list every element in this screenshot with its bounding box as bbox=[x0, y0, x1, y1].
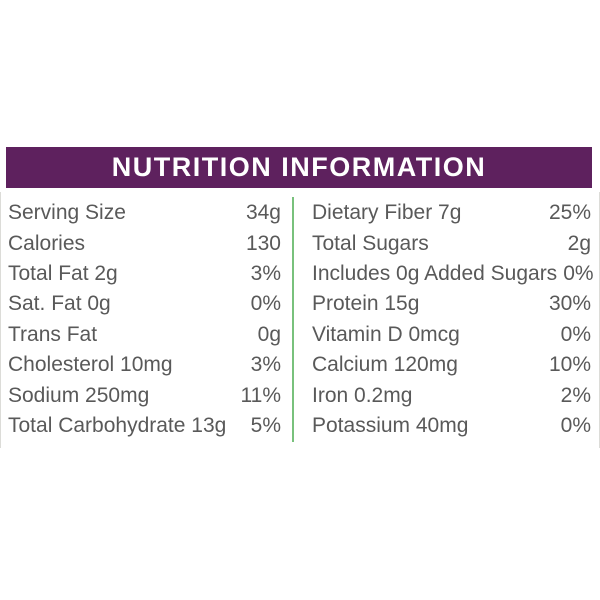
nutrition-row: Serving Size 34g bbox=[8, 198, 281, 228]
nutrient-value: 30% bbox=[548, 292, 591, 316]
nutrient-label: Potassium 40mg bbox=[312, 413, 469, 437]
nutrient-value: 3% bbox=[250, 353, 281, 377]
nutrient-label: Dietary Fiber 7g bbox=[312, 201, 462, 225]
nutrient-value: 130 bbox=[245, 231, 281, 255]
nutrient-value: 10% bbox=[548, 353, 591, 377]
nutrient-value: 0% bbox=[563, 261, 594, 285]
nutrient-value: 34g bbox=[245, 201, 281, 225]
nutrient-label: Total Sugars bbox=[312, 231, 429, 255]
nutrient-label: Vitamin D 0mcg bbox=[312, 322, 460, 346]
nutrient-label: Protein 15g bbox=[312, 292, 420, 316]
nutrition-row: Sat. Fat 0g 0% bbox=[8, 289, 281, 319]
nutrient-label: Trans Fat bbox=[8, 322, 98, 346]
nutrition-header-bar: NUTRITION INFORMATION bbox=[6, 147, 592, 188]
nutrient-label: Serving Size bbox=[8, 201, 126, 225]
nutrient-label: Calcium 120mg bbox=[312, 353, 458, 377]
nutrient-label: Iron 0.2mg bbox=[312, 383, 413, 407]
nutrition-row: Protein 15g 30% bbox=[312, 289, 591, 319]
nutrition-column-right: Dietary Fiber 7g 25% Total Sugars 2g Include… bbox=[312, 198, 594, 441]
nutrition-row: Cholesterol 10mg 3% bbox=[8, 350, 281, 380]
nutrition-row: Total Fat 2g 3% bbox=[8, 259, 281, 289]
nutrition-column-left: Serving Size 34g Calories 130 Total Fat 2g 3%… bbox=[8, 198, 281, 441]
nutrient-value: 2% bbox=[560, 383, 591, 407]
nutrient-value: 11% bbox=[240, 383, 281, 407]
nutrition-row: Potassium 40mg 0% bbox=[312, 411, 591, 441]
nutrition-row: Total Sugars 2g bbox=[312, 228, 591, 258]
nutrient-value: 3% bbox=[250, 261, 281, 285]
nutrition-row: Iron 0.2mg 2% bbox=[312, 380, 591, 410]
nutrient-label: Sat. Fat 0g bbox=[8, 292, 111, 316]
nutrient-label: Sodium 250mg bbox=[8, 383, 150, 407]
nutrient-label: Includes 0g Added Sugars bbox=[312, 261, 558, 285]
nutrient-value: 0% bbox=[250, 292, 281, 316]
nutrition-row: Dietary Fiber 7g 25% bbox=[312, 198, 591, 228]
nutrient-value: 0% bbox=[560, 413, 591, 437]
nutrition-row: Total Carbohydrate 13g 5% bbox=[8, 411, 281, 441]
nutrition-row: Calcium 120mg 10% bbox=[312, 350, 591, 380]
column-divider-line bbox=[292, 197, 294, 442]
nutrition-header-title: NUTRITION INFORMATION bbox=[111, 152, 487, 182]
nutrient-value: 25% bbox=[548, 201, 591, 225]
nutrition-row: Trans Fat 0g bbox=[8, 320, 281, 350]
nutrition-row: Calories 130 bbox=[8, 228, 281, 258]
left-edge-line bbox=[0, 192, 1, 448]
nutrient-label: Total Fat 2g bbox=[8, 261, 118, 285]
nutrient-label: Total Carbohydrate 13g bbox=[8, 413, 227, 437]
nutrient-value: 0g bbox=[257, 322, 281, 346]
nutrient-value: 2g bbox=[567, 231, 591, 255]
nutrition-row: Includes 0g Added Sugars 0% bbox=[312, 259, 594, 289]
nutrient-value: 0% bbox=[560, 322, 591, 346]
nutrient-label: Cholesterol 10mg bbox=[8, 353, 173, 377]
nutrition-row: Sodium 250mg 11% bbox=[8, 380, 281, 410]
nutrient-value: 5% bbox=[250, 413, 281, 437]
nutrition-row: Vitamin D 0mcg 0% bbox=[312, 320, 591, 350]
nutrient-label: Calories bbox=[8, 231, 86, 255]
